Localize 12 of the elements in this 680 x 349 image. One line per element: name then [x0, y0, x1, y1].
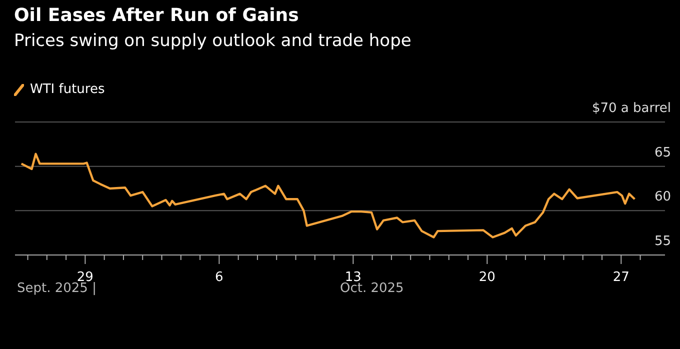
y-tick-label: $70 a barrel	[592, 101, 671, 116]
y-tick-label: 55	[654, 234, 671, 249]
x-tick-label: 27	[612, 270, 630, 285]
text: Sept. 2025 |	[17, 281, 96, 296]
chart-subtitle: Prices swing on supply outlook and trade hope	[14, 31, 412, 51]
x-tick-label: 20	[478, 270, 496, 285]
y-tick-label: 60	[654, 190, 671, 205]
chart-title: Oil Eases After Run of Gains	[14, 5, 299, 26]
x-tick-label: 6	[215, 270, 224, 285]
legend-label: WTI futures	[30, 82, 105, 97]
text: Oct. 2025	[340, 281, 404, 296]
y-tick-label: 65	[654, 145, 671, 160]
